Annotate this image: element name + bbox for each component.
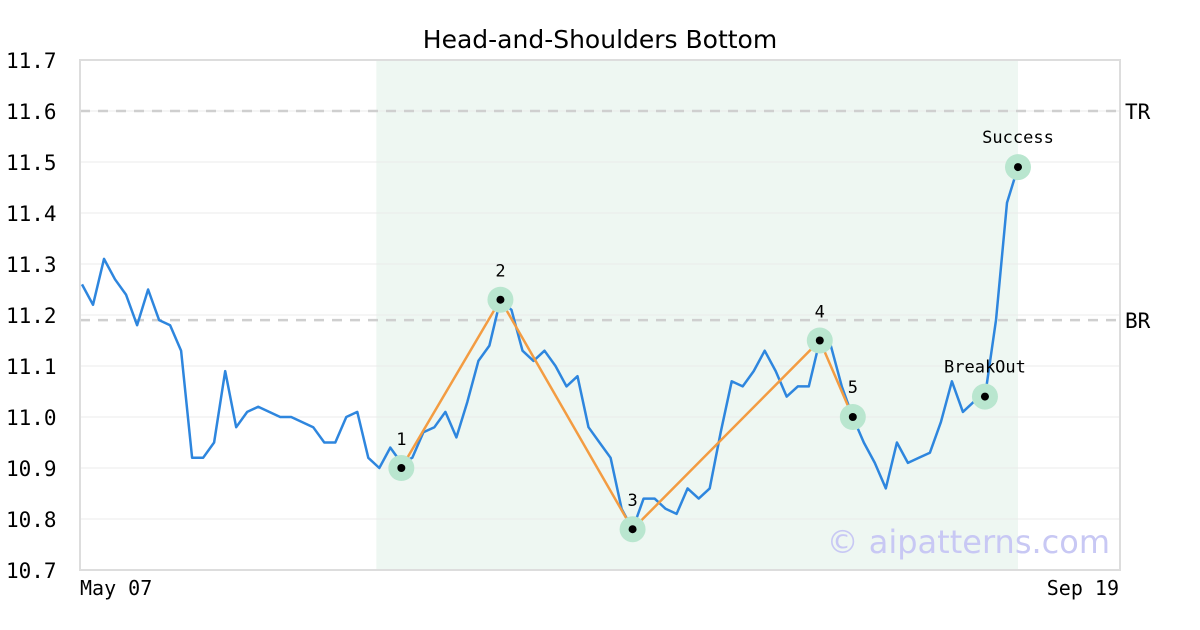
point-label: 5	[848, 378, 858, 398]
reference-line-label: TR	[1125, 100, 1151, 124]
x-tick-label: May 07	[80, 576, 152, 600]
point-dot	[397, 464, 406, 472]
point-dot	[496, 295, 505, 304]
point-dot	[980, 392, 989, 401]
point-dot	[1013, 163, 1022, 172]
y-tick-label: 11.0	[6, 406, 57, 430]
price-line	[80, 165, 1029, 531]
chart-title: Head-and-Shoulders Bottom	[423, 25, 777, 54]
y-tick-label: 11.6	[6, 100, 57, 124]
point-label: 1	[396, 430, 406, 450]
x-axis-ticks: May 07 Sep 19	[80, 576, 1119, 600]
point-label: 2	[495, 262, 505, 282]
y-tick-label: 11.4	[6, 202, 57, 226]
y-axis-ticks: 10.7 10.8 10.9 11.0 11.1 11.2 11.3 11.4 11.5 11.6…	[6, 49, 57, 583]
y-tick-label: 11.2	[6, 304, 57, 328]
watermark: © aipatterns.com	[827, 523, 1110, 561]
plot-border	[79, 59, 1121, 571]
point-label: 3	[627, 491, 637, 511]
point-label: 4	[815, 303, 825, 323]
y-tick-label: 11.3	[6, 253, 57, 277]
y-tick-label: 11.7	[6, 49, 57, 73]
point-label: Success	[982, 128, 1054, 148]
reference-lines: TR BR	[80, 100, 1151, 333]
point-dot	[848, 413, 857, 421]
y-tick-label: 10.8	[6, 508, 57, 532]
y-tick-label: 10.9	[6, 457, 57, 481]
point-dot	[628, 525, 637, 534]
y-tick-label: 11.5	[6, 151, 57, 175]
series-lines	[80, 165, 1029, 531]
x-tick-label: Sep 19	[1047, 576, 1119, 600]
point-dot	[815, 336, 824, 345]
y-tick-label: 11.1	[6, 355, 57, 379]
pattern-points: 1 2 3 4 5 BreakOut Success	[388, 128, 1054, 543]
reference-line-label: BR	[1125, 309, 1151, 333]
y-tick-label: 10.7	[6, 559, 57, 583]
point-label: BreakOut	[944, 358, 1026, 378]
